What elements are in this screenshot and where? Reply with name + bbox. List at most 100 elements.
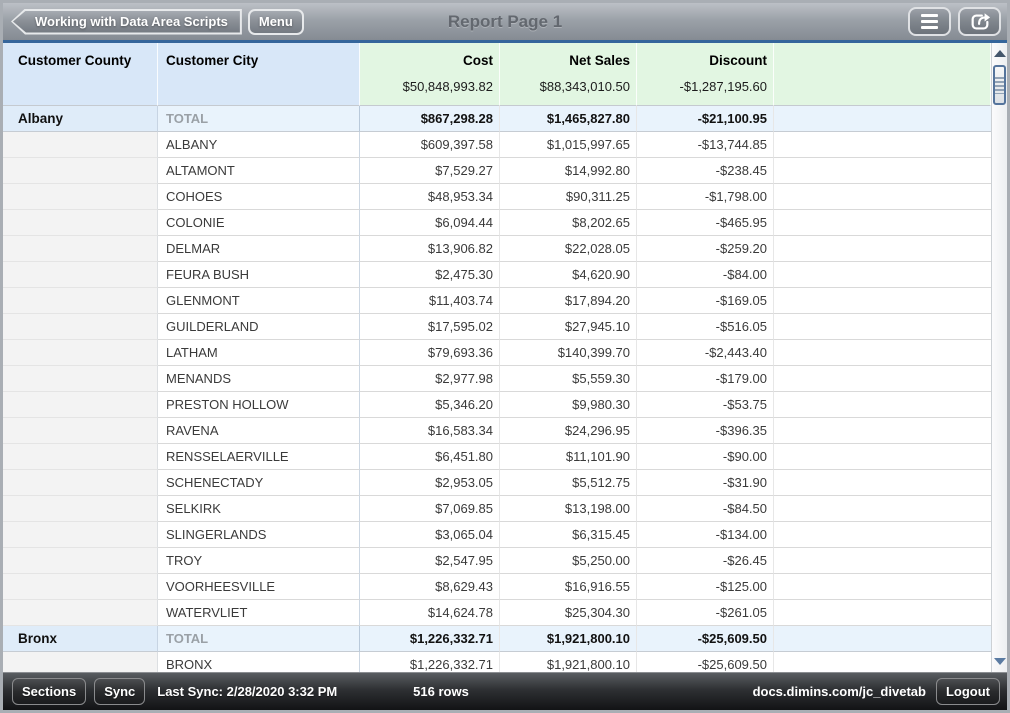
vertical-scrollbar[interactable] bbox=[991, 43, 1007, 672]
city-cell: VOORHEESVILLE bbox=[158, 574, 360, 600]
county-cell-empty bbox=[3, 392, 158, 418]
cost-cell: $2,953.05 bbox=[360, 470, 500, 496]
table-row-city[interactable]: ALBANY $609,397.58 $1,015,997.65 -$13,744.8… bbox=[3, 132, 991, 158]
column-header-cost[interactable]: Cost $50,848,993.82 bbox=[360, 43, 500, 106]
net-sales-cell: $22,028.05 bbox=[500, 236, 637, 262]
back-button-label: Working with Data Area Scripts bbox=[35, 14, 228, 29]
net-sales-cell: $6,315.45 bbox=[500, 522, 637, 548]
column-header-net-sales[interactable]: Net Sales $88,343,010.50 bbox=[500, 43, 637, 106]
table-row-county-total[interactable]: Albany TOTAL $867,298.28 $1,465,827.80 -$21,… bbox=[3, 106, 991, 132]
discount-cell: -$238.45 bbox=[637, 158, 774, 184]
table-row-city[interactable]: FEURA BUSH $2,475.30 $4,620.90 -$84.00 bbox=[3, 262, 991, 288]
city-cell: COHOES bbox=[158, 184, 360, 210]
table-row-city[interactable]: PRESTON HOLLOW $5,346.20 $9,980.30 -$53.75 bbox=[3, 392, 991, 418]
table-row-city[interactable]: GLENMONT $11,403.74 $17,894.20 -$169.05 bbox=[3, 288, 991, 314]
discount-cell: -$26.45 bbox=[637, 548, 774, 574]
total-cost-cell: $1,226,332.71 bbox=[360, 626, 500, 652]
table-row-city[interactable]: RENSSELAERVILLE $6,451.80 $11,101.90 -$90.0… bbox=[3, 444, 991, 470]
filler-cell bbox=[774, 366, 991, 392]
cost-cell: $2,547.95 bbox=[360, 548, 500, 574]
up-arrow-icon[interactable] bbox=[993, 50, 1006, 57]
table-row-city[interactable]: TROY $2,547.95 $5,250.00 -$26.45 bbox=[3, 548, 991, 574]
net-sales-cell: $25,304.30 bbox=[500, 600, 637, 626]
table-row-county-total[interactable]: Bronx TOTAL $1,226,332.71 $1,921,800.10 -$25… bbox=[3, 626, 991, 652]
table-row-city[interactable]: SCHENECTADY $2,953.05 $5,512.75 -$31.90 bbox=[3, 470, 991, 496]
city-cell: PRESTON HOLLOW bbox=[158, 392, 360, 418]
net-sales-cell: $4,620.90 bbox=[500, 262, 637, 288]
cost-cell: $7,069.85 bbox=[360, 496, 500, 522]
table-row-city[interactable]: DELMAR $13,906.82 $22,028.05 -$259.20 bbox=[3, 236, 991, 262]
discount-cell: -$516.05 bbox=[637, 314, 774, 340]
table-row-city[interactable]: LATHAM $79,693.36 $140,399.70 -$2,443.40 bbox=[3, 340, 991, 366]
share-button[interactable] bbox=[958, 7, 1001, 36]
discount-cell: -$2,443.40 bbox=[637, 340, 774, 366]
filler-cell bbox=[774, 496, 991, 522]
cost-cell: $13,906.82 bbox=[360, 236, 500, 262]
table-header-row: Customer County Customer City Cost $50,8… bbox=[3, 43, 991, 106]
city-cell: ALBANY bbox=[158, 132, 360, 158]
list-menu-button[interactable] bbox=[908, 7, 951, 36]
cost-cell: $6,451.80 bbox=[360, 444, 500, 470]
cost-cell: $6,094.44 bbox=[360, 210, 500, 236]
filler-cell bbox=[774, 652, 991, 672]
table-row-city[interactable]: ALTAMONT $7,529.27 $14,992.80 -$238.45 bbox=[3, 158, 991, 184]
menu-button[interactable]: Menu bbox=[247, 8, 304, 35]
sections-button[interactable]: Sections bbox=[12, 678, 87, 705]
filler-cell bbox=[774, 158, 991, 184]
county-cell-empty bbox=[3, 366, 158, 392]
discount-cell: -$13,744.85 bbox=[637, 132, 774, 158]
column-header-discount[interactable]: Discount -$1,287,195.60 bbox=[637, 43, 774, 106]
table-row-city[interactable]: COHOES $48,953.34 $90,311.25 -$1,798.00 bbox=[3, 184, 991, 210]
county-cell-empty bbox=[3, 652, 158, 672]
table-row-city[interactable]: WATERVLIET $14,624.78 $25,304.30 -$261.05 bbox=[3, 600, 991, 626]
logout-button[interactable]: Logout bbox=[935, 678, 1000, 705]
city-cell: DELMAR bbox=[158, 236, 360, 262]
net-sales-cell: $14,992.80 bbox=[500, 158, 637, 184]
county-cell-empty bbox=[3, 262, 158, 288]
accent-divider bbox=[3, 40, 1007, 43]
filler-cell bbox=[774, 574, 991, 600]
filler-cell bbox=[774, 548, 991, 574]
grand-total-cost: $50,848,993.82 bbox=[402, 79, 493, 94]
table-row-city[interactable]: SLINGERLANDS $3,065.04 $6,315.45 -$134.00 bbox=[3, 522, 991, 548]
cost-cell: $5,346.20 bbox=[360, 392, 500, 418]
net-sales-cell: $11,101.90 bbox=[500, 444, 637, 470]
discount-cell: -$261.05 bbox=[637, 600, 774, 626]
back-button[interactable]: Working with Data Area Scripts bbox=[11, 8, 242, 35]
grand-total-discount: -$1,287,195.60 bbox=[679, 79, 767, 94]
county-cell-empty bbox=[3, 184, 158, 210]
filler-cell bbox=[774, 626, 991, 652]
table-row-city[interactable]: VOORHEESVILLE $8,629.43 $16,916.55 -$125.00 bbox=[3, 574, 991, 600]
filler-cell bbox=[774, 236, 991, 262]
sync-button[interactable]: Sync bbox=[94, 678, 146, 705]
city-cell: FEURA BUSH bbox=[158, 262, 360, 288]
county-cell-empty bbox=[3, 470, 158, 496]
table-row-city[interactable]: COLONIE $6,094.44 $8,202.65 -$465.95 bbox=[3, 210, 991, 236]
county-cell-empty bbox=[3, 444, 158, 470]
table-row-city[interactable]: SELKIRK $7,069.85 $13,198.00 -$84.50 bbox=[3, 496, 991, 522]
net-sales-cell: $140,399.70 bbox=[500, 340, 637, 366]
table-row-city[interactable]: GUILDERLAND $17,595.02 $27,945.10 -$516.05 bbox=[3, 314, 991, 340]
table-row-city[interactable]: MENANDS $2,977.98 $5,559.30 -$179.00 bbox=[3, 366, 991, 392]
discount-cell: -$90.00 bbox=[637, 444, 774, 470]
county-cell-empty bbox=[3, 496, 158, 522]
cost-cell: $14,624.78 bbox=[360, 600, 500, 626]
table-row-city[interactable]: BRONX $1,226,332.71 $1,921,800.10 -$25,609.… bbox=[3, 652, 991, 672]
table-row-city[interactable]: RAVENA $16,583.34 $24,296.95 -$396.35 bbox=[3, 418, 991, 444]
filler-cell bbox=[774, 600, 991, 626]
cost-cell: $11,403.74 bbox=[360, 288, 500, 314]
scrollbar-thumb[interactable] bbox=[993, 65, 1006, 105]
column-header-customer-city[interactable]: Customer City bbox=[158, 43, 360, 106]
cost-cell: $2,475.30 bbox=[360, 262, 500, 288]
table-body: Albany TOTAL $867,298.28 $1,465,827.80 -$21,… bbox=[3, 106, 991, 672]
filler-cell bbox=[774, 132, 991, 158]
down-arrow-icon[interactable] bbox=[993, 658, 1006, 665]
total-label-cell: TOTAL bbox=[158, 106, 360, 132]
net-sales-cell: $8,202.65 bbox=[500, 210, 637, 236]
filler-cell bbox=[774, 210, 991, 236]
column-header-customer-county[interactable]: Customer County bbox=[3, 43, 158, 106]
server-label: docs.dimins.com/jc_divetab bbox=[752, 684, 926, 699]
net-sales-cell: $5,559.30 bbox=[500, 366, 637, 392]
status-bar: Sections Sync Last Sync: 2/28/2020 3:32 … bbox=[3, 672, 1007, 710]
filler-cell bbox=[774, 522, 991, 548]
